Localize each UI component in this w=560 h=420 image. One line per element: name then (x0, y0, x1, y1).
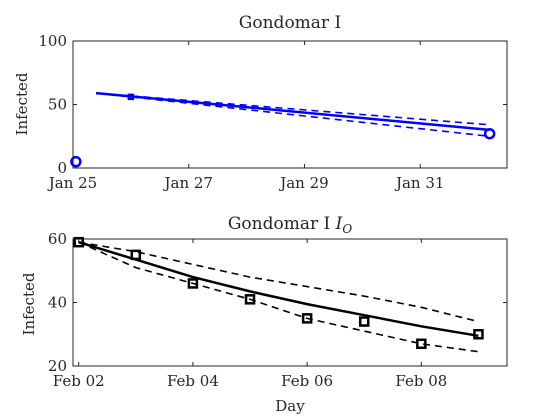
top-ytick-label: 0 (57, 159, 67, 177)
top-xtick-label: Jan 29 (278, 174, 328, 192)
bottom-ytick-label: 60 (48, 230, 67, 248)
bottom-series-lower-bound (78, 241, 479, 353)
bottom-series (73, 236, 484, 353)
bottom-point (473, 329, 484, 340)
bottom-point (416, 338, 427, 350)
bottom-ticks: Feb 02 Feb 04 Feb 06 Feb 08 20 40 60 (48, 230, 507, 390)
bottom-xtick-label: Feb 08 (395, 372, 447, 390)
bottom-axes-box (72, 238, 508, 367)
bottom-title-italic-i: I (330, 214, 342, 234)
top-xtick-label: Jan 27 (162, 174, 212, 192)
bottom-point (187, 278, 199, 289)
bottom-point (358, 316, 370, 327)
bottom-ytick-label: 20 (48, 357, 67, 375)
top-ytick-label: 100 (38, 32, 67, 50)
top-series (70, 91, 496, 168)
top-series-upper-bound (96, 92, 490, 126)
top-xtick-label: Jan 25 (47, 174, 97, 192)
bottom-xtick-label: Feb 02 (53, 372, 105, 390)
panel-top: Gondomar I Infected Jan 25 Jan 27 Jan 29 Ja… (13, 13, 508, 192)
top-series-lower-bound (96, 92, 490, 138)
bottom-title-text: Gondomar I (228, 214, 330, 234)
bottom-point (301, 313, 313, 324)
top-point (127, 93, 135, 101)
bottom-title: Gondomar I IO (228, 214, 353, 236)
bottom-series-model (78, 241, 479, 338)
bottom-ytick-label: 40 (48, 294, 67, 312)
top-point (70, 155, 82, 168)
top-series-model (95, 91, 490, 132)
top-ticks: Jan 25 Jan 27 Jan 29 Jan 31 0 50 100 (38, 32, 507, 192)
bottom-xlabel: Day (275, 397, 305, 415)
top-point (483, 127, 496, 140)
panel-bottom: Gondomar I IO Infected Day Feb 02 Feb 04 F… (20, 214, 508, 415)
bottom-ylabel: Infected (20, 272, 38, 335)
top-xtick-label: Jan 31 (394, 174, 444, 192)
bottom-xtick-label: Feb 04 (167, 372, 219, 390)
bottom-point (73, 236, 84, 248)
bottom-title-subscript: O (342, 222, 352, 236)
bottom-series-upper-bound (78, 241, 479, 323)
top-axes-box (72, 40, 508, 169)
top-ytick-label: 50 (48, 96, 67, 114)
bottom-point (244, 294, 256, 305)
bottom-point (130, 249, 142, 261)
top-title: Gondomar I (239, 13, 341, 33)
top-ylabel: Infected (13, 72, 31, 135)
bottom-xtick-label: Feb 06 (281, 372, 333, 390)
